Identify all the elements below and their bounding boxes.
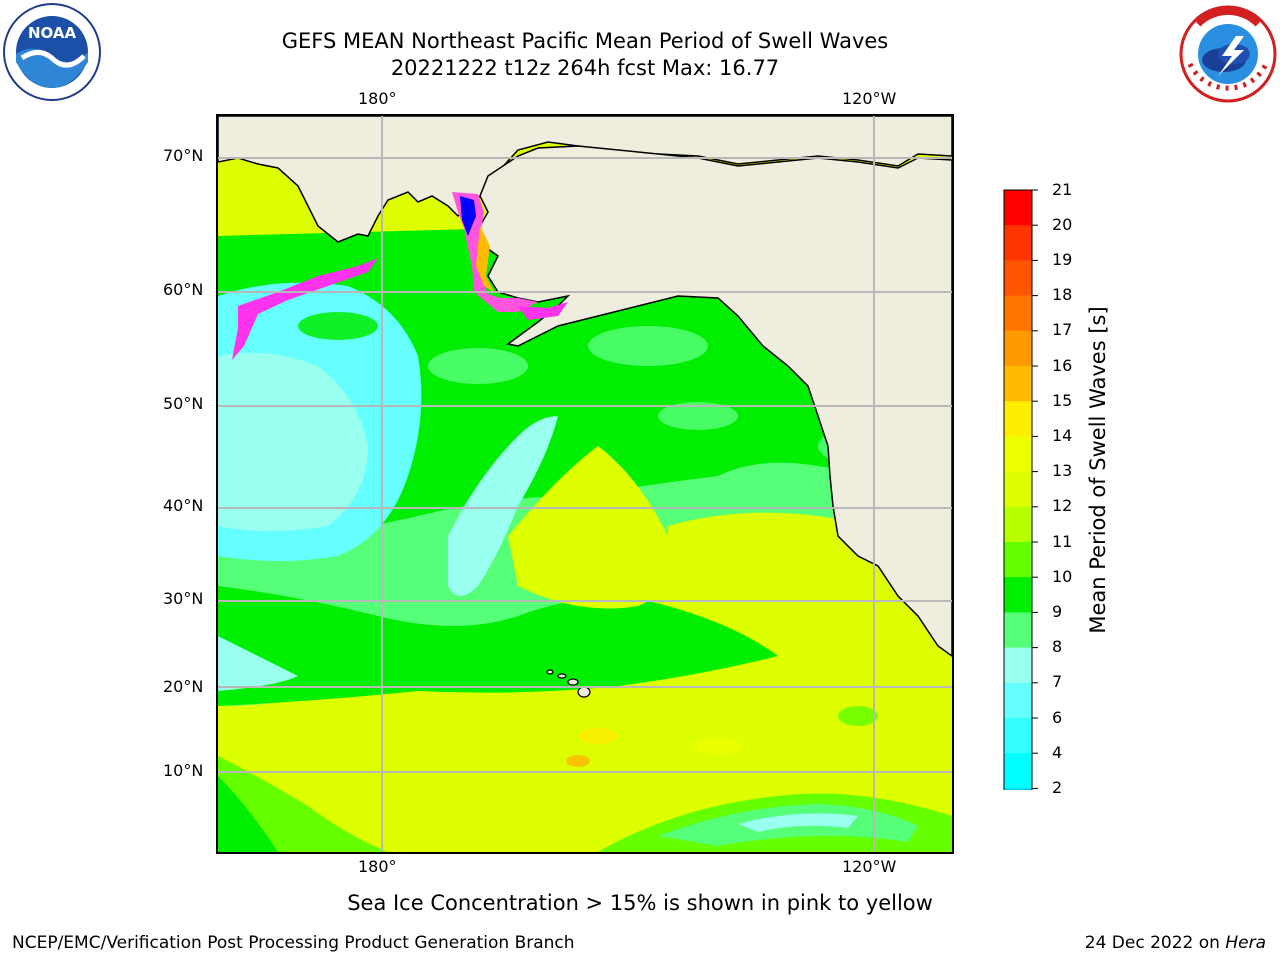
- lat-tick-60n: 60°N: [163, 280, 204, 299]
- cb-label-4: 4: [1052, 743, 1063, 762]
- swell-period-map: [218, 116, 952, 852]
- colorbar-band: [1004, 612, 1032, 649]
- chart-subtitle: 20221222 t12z 264h fcst Max: 16.77: [390, 56, 780, 80]
- sea-ice-edge: [476, 226, 494, 292]
- cb-label-18: 18: [1052, 285, 1073, 304]
- cb-label-8: 8: [1052, 637, 1063, 656]
- cb-label-2: 2: [1052, 778, 1063, 797]
- colorbar-band: [1004, 225, 1032, 261]
- noaa-logo-icon: NOAA: [3, 3, 101, 101]
- colorbar-frame: [1003, 189, 1033, 790]
- top-tick-120w: 120°W: [842, 89, 897, 108]
- map-panel: [216, 114, 954, 854]
- lat-tick-10n: 10°N: [163, 761, 204, 780]
- top-tick-180: 180°: [358, 89, 397, 108]
- cb-label-17: 17: [1052, 320, 1073, 339]
- colorbar-title: Mean Period of Swell Waves [s]: [1086, 306, 1110, 634]
- colorbar: [996, 180, 1086, 790]
- footer-machine: Hera: [1225, 933, 1266, 953]
- cb-label-21: 21: [1052, 180, 1073, 199]
- cb-label-20: 20: [1052, 215, 1073, 234]
- colorbar-band: [1004, 542, 1032, 578]
- colorbar-band: [1004, 718, 1032, 754]
- colorbar-band: [1004, 260, 1032, 297]
- footer-credit: NCEP/EMC/Verification Post Processing Pr…: [12, 933, 575, 953]
- swell-zone-tongue: [508, 446, 674, 609]
- cb-label-14: 14: [1052, 426, 1073, 445]
- colorbar-band: [1004, 401, 1032, 437]
- cb-label-16: 16: [1052, 356, 1073, 375]
- colorbar-band: [1004, 436, 1032, 473]
- cb-label-13: 13: [1052, 461, 1073, 480]
- colorbar-band: [1004, 753, 1032, 789]
- cb-label-9: 9: [1052, 602, 1063, 621]
- footer-date-text: 24 Dec 2022 on: [1084, 933, 1220, 953]
- lat-tick-20n: 20°N: [163, 677, 204, 696]
- sea-ice-bristol: [518, 302, 568, 320]
- lat-tick-50n: 50°N: [163, 394, 204, 413]
- cb-label-15: 15: [1052, 391, 1073, 410]
- colorbar-band: [1004, 788, 1032, 790]
- colorbar-band: [1004, 471, 1032, 508]
- footer-date: 24 Dec 2022 on Hera: [1085, 933, 1266, 953]
- colorbar-scale: [1003, 189, 1038, 790]
- swell-zone-se-cyan: [738, 813, 858, 832]
- bottom-tick-180: 180°: [358, 857, 397, 876]
- lat-tick-40n: 40°N: [163, 496, 204, 515]
- chart-title: GEFS MEAN Northeast Pacific Mean Period …: [281, 29, 889, 53]
- colorbar-band: [1004, 295, 1032, 332]
- nws-logo-icon: [1179, 5, 1277, 103]
- swell-zone-sw-dark: [218, 776, 278, 852]
- sea-ice-core: [460, 196, 476, 236]
- colorbar-band: [1004, 366, 1032, 402]
- graticule: [218, 116, 952, 852]
- cb-label-6: 6: [1052, 708, 1063, 727]
- swell-zone-sw-patch: [218, 636, 298, 691]
- colorbar-band: [1004, 647, 1032, 684]
- colorbar-band: [1004, 330, 1032, 367]
- sea-ice-west: [232, 258, 378, 360]
- swell-zone-streak: [448, 416, 558, 596]
- sea-ice-note: Sea Ice Concentration > 15% is shown in …: [347, 891, 933, 915]
- cb-label-11: 11: [1052, 532, 1073, 551]
- hawaii-islands: [546, 669, 591, 698]
- colorbar-band: [1004, 506, 1032, 543]
- colorbar-band: [1004, 190, 1032, 226]
- colorbar-band: [1004, 577, 1032, 613]
- cb-label-12: 12: [1052, 496, 1073, 515]
- cb-label-19: 19: [1052, 250, 1073, 269]
- swell-zone-west-light: [218, 352, 368, 531]
- lat-tick-30n: 30°N: [163, 589, 204, 608]
- cb-label-10: 10: [1052, 567, 1073, 586]
- svg-text:NOAA: NOAA: [28, 24, 77, 42]
- cb-label-7: 7: [1052, 672, 1063, 691]
- swell-zone-subtropic-dark: [218, 586, 778, 706]
- colorbar-band: [1004, 682, 1032, 719]
- lat-tick-70n: 70°N: [163, 146, 204, 165]
- bottom-tick-120w: 120°W: [842, 857, 897, 876]
